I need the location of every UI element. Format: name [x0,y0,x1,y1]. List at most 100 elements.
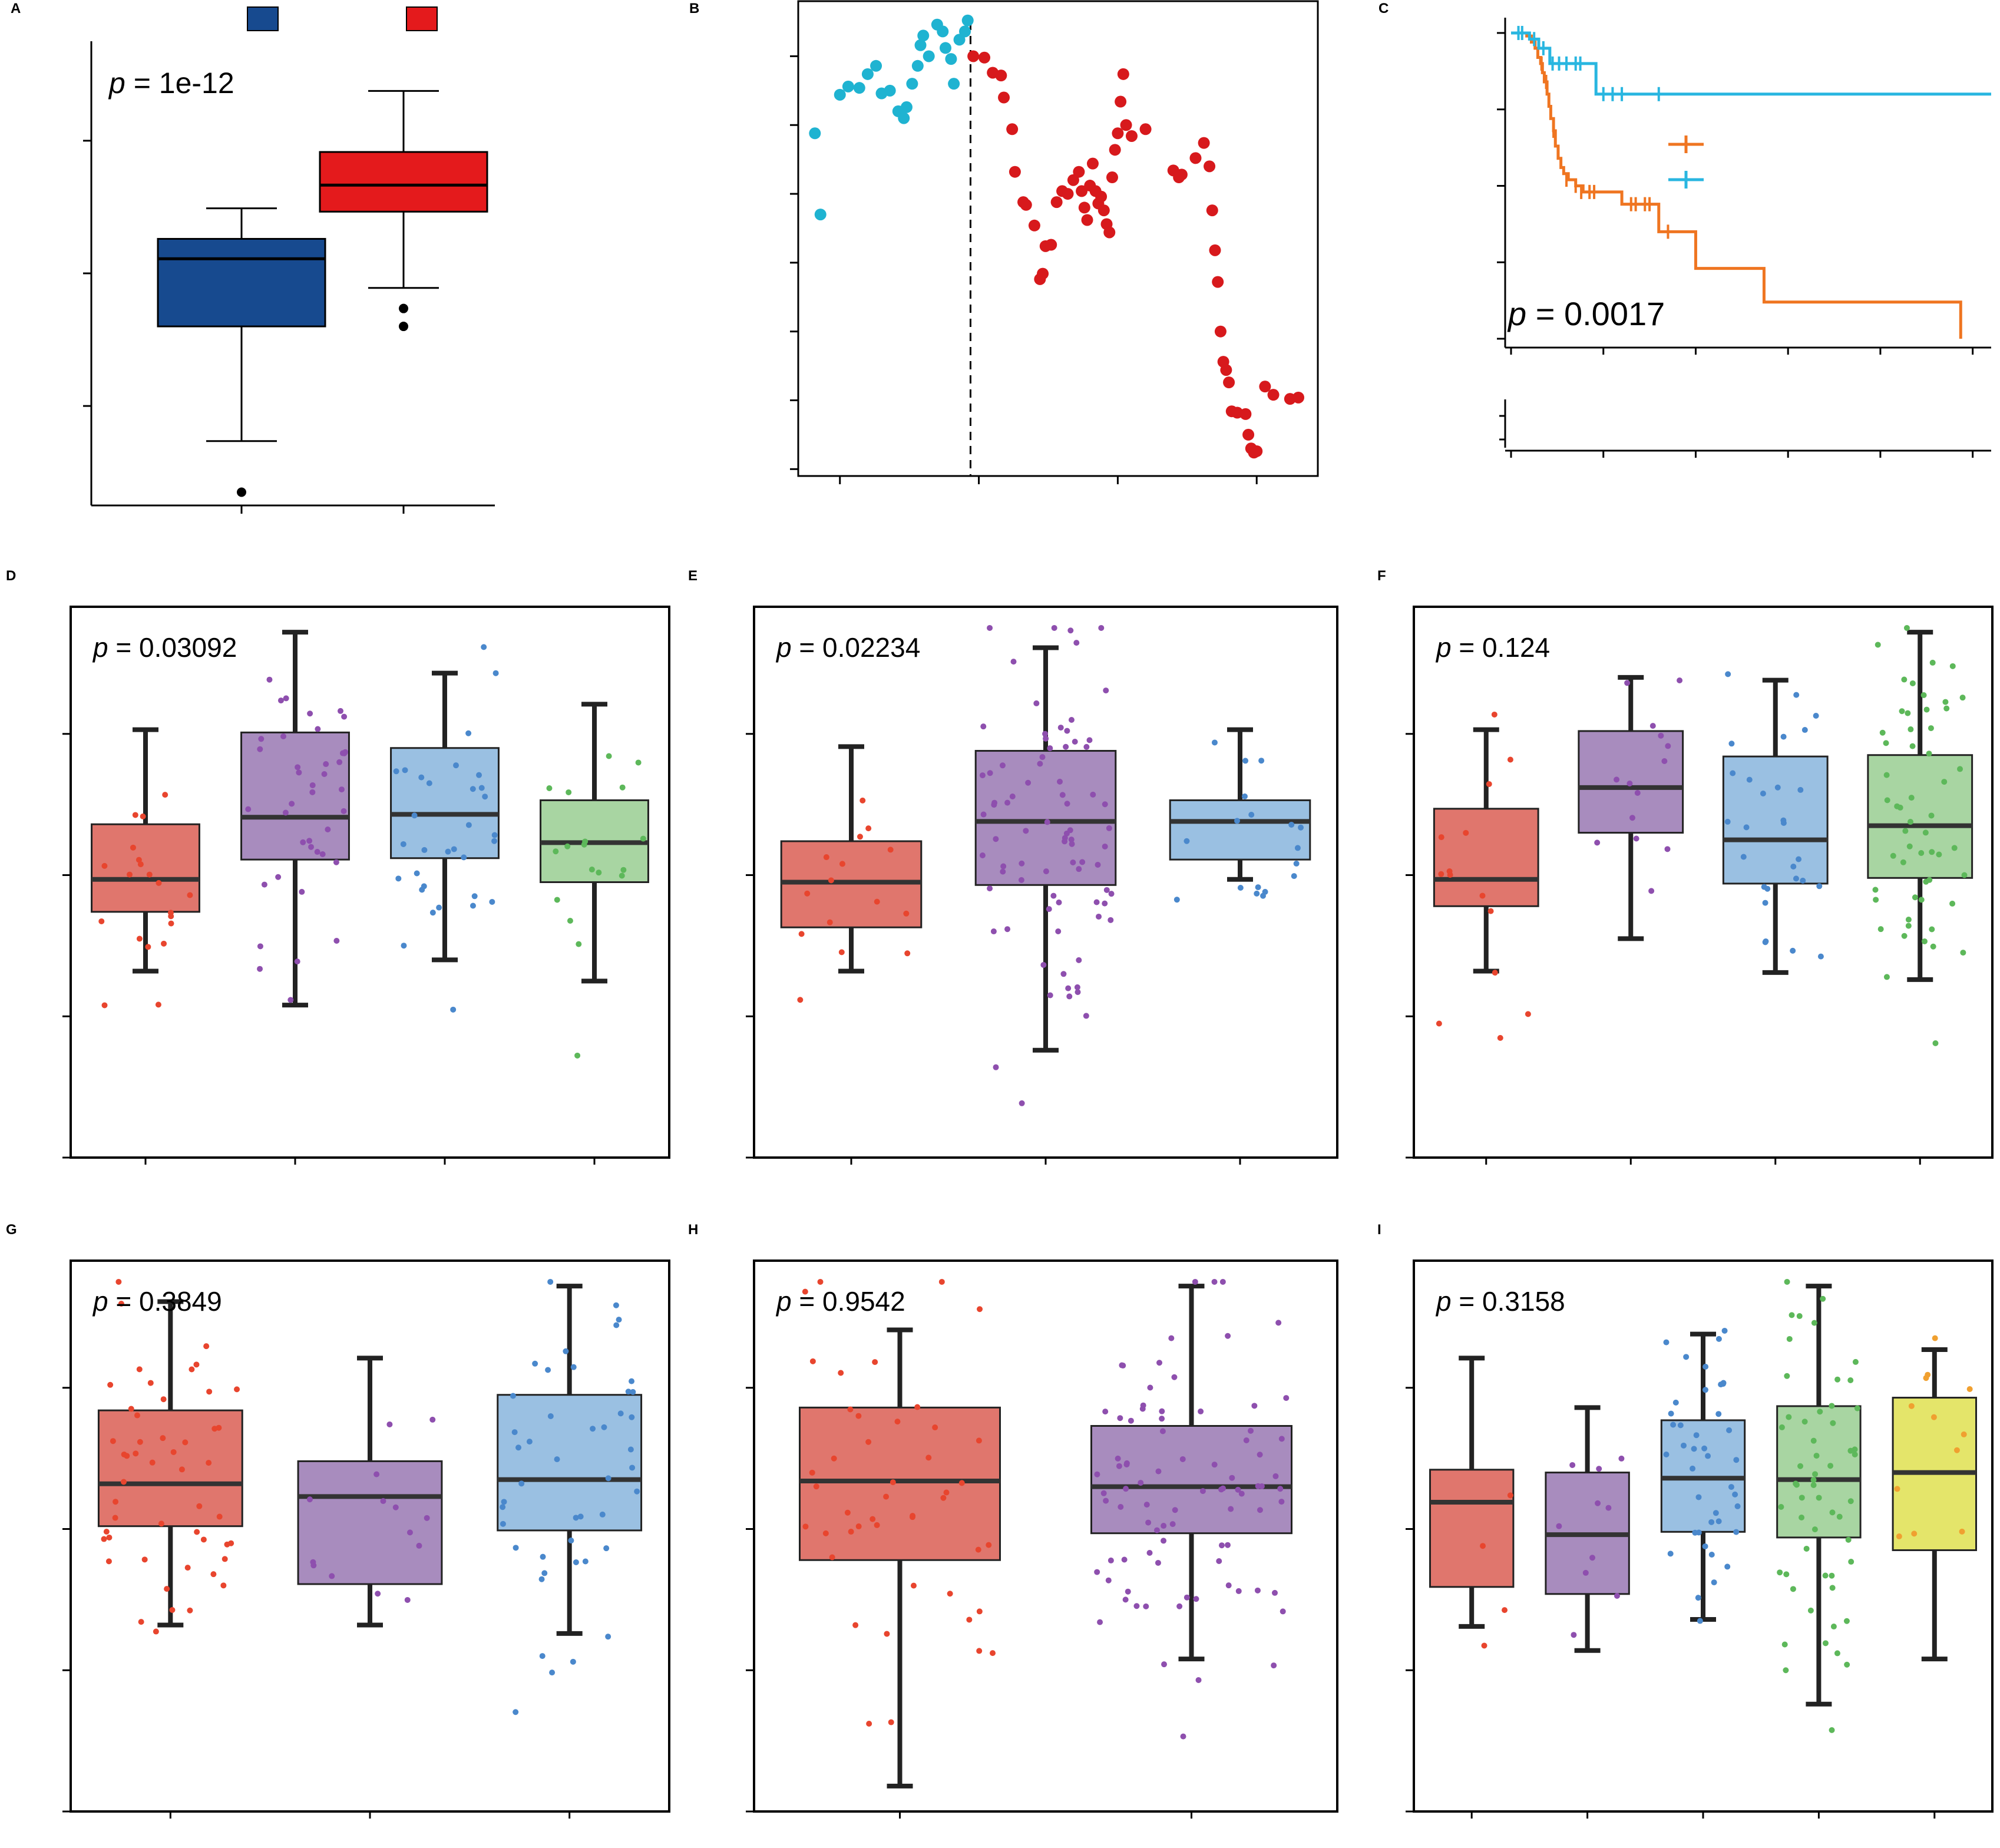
jitter-point [1492,970,1498,976]
jitter-point [577,1513,584,1520]
point-high [1112,127,1124,140]
jitter-point [1294,845,1301,851]
point-high [1206,204,1218,217]
jitter-point [1147,1384,1153,1391]
jitter-point [1677,1422,1684,1429]
point-low [842,80,854,92]
jitter-point [1799,1515,1805,1521]
jitter-point [1807,1607,1814,1614]
jitter-point [283,695,289,702]
jitter-point [1159,1416,1165,1422]
jitter-point [513,1709,519,1715]
jitter-point [1079,859,1086,865]
jitter-point [1094,1569,1100,1575]
jitter-point [1728,1484,1734,1490]
panel-letter: E [688,568,697,584]
box-normal [157,237,326,328]
jitter-point [1921,938,1928,944]
panel-letter: G [6,1222,17,1238]
jitter-point [453,762,459,769]
jitter-point [1108,917,1114,923]
jitter-point [1959,695,1966,701]
jitter-point [1918,849,1925,856]
p-value: p = 0.3849 [92,1286,222,1317]
jitter-point [1783,1667,1789,1674]
jitter-point [1502,1607,1508,1614]
jitter-point [1943,705,1950,712]
jitter-point [855,1523,862,1530]
outlier-point [237,487,246,497]
jitter-point [822,1530,829,1536]
jitter-point [1724,1563,1731,1570]
jitter-point [471,893,478,900]
jitter-point [193,1361,200,1368]
jitter-point [1907,819,1913,825]
jitter-point [1193,1596,1199,1602]
jitter-point [492,670,499,676]
jitter-point [1733,1457,1740,1463]
jitter-point [107,1381,114,1388]
jitter-point [1847,1498,1854,1505]
jitter-point [1827,1463,1834,1469]
box-t2 [240,731,350,861]
point-low [809,127,821,140]
jitter-point [1663,1452,1670,1458]
jitter-point [857,834,863,840]
jitter-point [1145,1519,1152,1526]
jitter-point [1155,1559,1161,1566]
jitter-point [1715,1335,1722,1342]
point-high [1214,325,1227,338]
jitter-point [1906,843,1913,849]
point-high [1209,244,1221,256]
jitter-point [1019,860,1025,867]
jitter-point [329,1573,335,1579]
jitter-point [1093,899,1100,905]
jitter-point [1761,884,1767,890]
box-t3 [390,747,500,859]
outlier-point [399,322,408,332]
jitter-point [554,897,560,903]
jitter-point [1932,1335,1938,1341]
jitter-point [401,943,407,949]
jitter-point [1905,923,1912,929]
jitter-point [491,838,498,844]
point-high [1242,428,1255,441]
point-low [958,25,971,38]
jitter-point [914,1404,921,1410]
jitter-point [300,839,306,845]
jitter-point [1241,793,1248,799]
jitter-point [1228,1506,1234,1512]
jitter-point [1778,1503,1784,1510]
jitter-point [395,875,402,882]
jitter-point [1845,1536,1852,1543]
jitter-point [1123,1486,1129,1492]
point-low [834,88,846,101]
jitter-point [149,1459,156,1466]
jitter-point [570,1364,577,1370]
jitter-point [1019,1100,1025,1106]
jitter-point [1695,1494,1702,1500]
jitter-point [839,861,845,867]
jitter-point [1242,758,1249,764]
jitter-point [103,1528,110,1535]
jitter-point [943,1489,950,1496]
jitter-point [1960,950,1966,956]
jitter-point [1725,671,1731,677]
box-female [799,1406,1001,1561]
jitter-point [1649,723,1656,729]
jitter-point [155,1001,161,1008]
jitter-point [1161,1523,1167,1529]
jitter-point [101,1002,108,1009]
jitter-point [1720,1380,1727,1386]
jitter-point [203,1343,210,1350]
jitter-point [1800,877,1806,884]
jitter-point [315,726,321,732]
jitter-point [436,904,442,911]
plot-frame [70,606,670,1159]
jitter-point [1614,1593,1620,1599]
point-low [911,59,924,72]
jitter-point [1122,1596,1129,1603]
jitter-point [478,785,485,791]
jitter-point [1902,828,1909,834]
jitter-point [1929,849,1935,855]
